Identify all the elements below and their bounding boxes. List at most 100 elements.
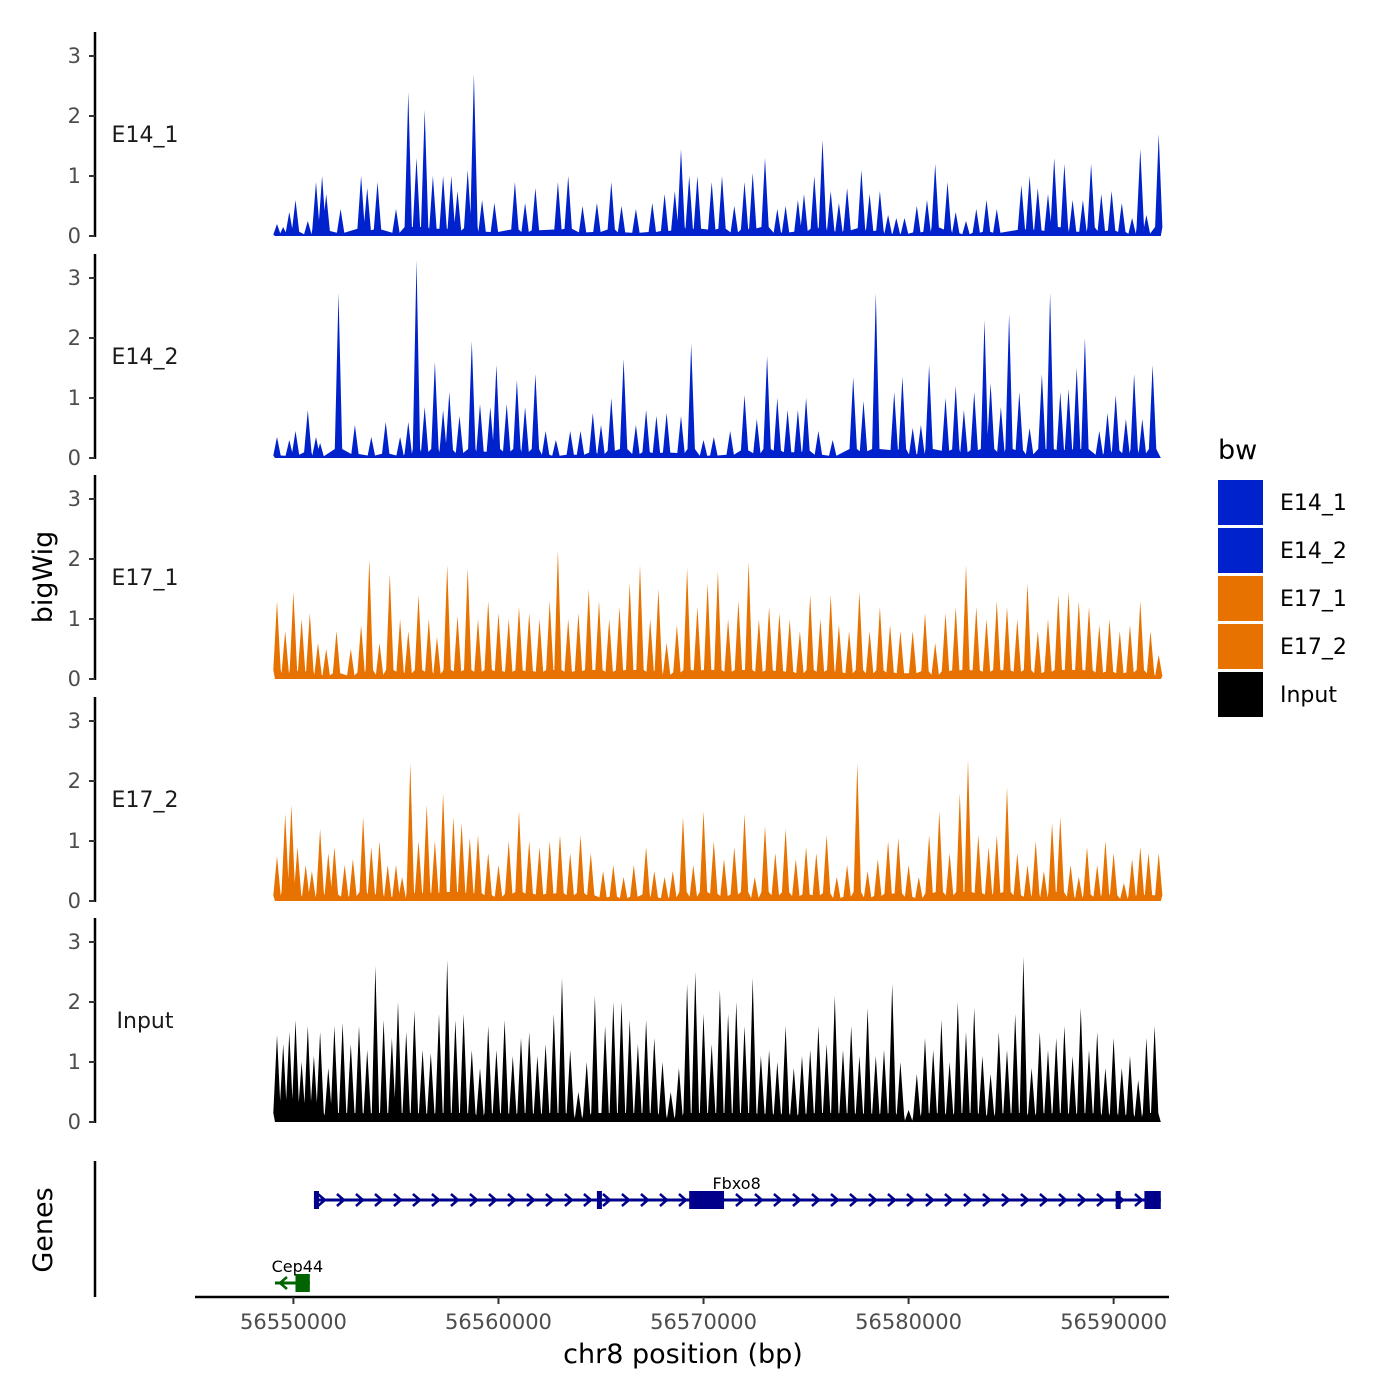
strand-arrow [317, 1193, 327, 1207]
coverage-tracks: 0 1 2 3 E14_1 0 1 2 3 E14_2 0 1 2 3 E17_1 0 1 2 3 E17_2 0 1 2 3… [68, 32, 1163, 1134]
gene-cep44: Cep44 [272, 1257, 324, 1292]
coverage-area-input [273, 957, 1161, 1122]
legend-item: E17_2 [1218, 624, 1347, 669]
x-tick-label: 56560000 [445, 1310, 552, 1334]
strand-arrow [1096, 1193, 1106, 1207]
strand-arrow [1001, 1193, 1011, 1207]
track-e14-2: 0 1 2 3 E14_2 [68, 254, 1161, 470]
legend-label: E14_2 [1280, 539, 1347, 564]
strand-arrow [602, 1193, 612, 1207]
strand-arrow [678, 1193, 688, 1207]
legend: bw E14_1 E14_2 E17_1 E17_2 Input [1218, 435, 1347, 717]
strand-arrow [1077, 1193, 1087, 1207]
track-e14-1: 0 1 2 3 E14_1 [68, 32, 1163, 248]
track-input: 0 1 2 3 Input [68, 918, 1161, 1134]
legend-swatch [1218, 480, 1263, 525]
track-e17-2: 0 1 2 3 E17_2 [68, 697, 1163, 913]
y-tick-label: 0 [68, 1110, 81, 1134]
y-tick-label: 3 [68, 44, 81, 68]
coverage-area-e14-2 [273, 260, 1161, 458]
y-tick-label: 1 [68, 386, 81, 410]
coverage-area-e14-1 [273, 74, 1163, 236]
exon [1115, 1191, 1121, 1209]
legend-item: Input [1218, 672, 1337, 717]
strand-arrow [982, 1193, 992, 1207]
strand-arrow [792, 1193, 802, 1207]
gene-label: Fbxo8 [712, 1174, 760, 1193]
track-label: Input [117, 1009, 174, 1034]
strand-arrow [773, 1193, 783, 1207]
legend-item: E14_2 [1218, 528, 1347, 573]
y-tick-label: 3 [68, 709, 81, 733]
coverage-area-e17-1 [273, 550, 1163, 679]
exon [689, 1191, 725, 1209]
legend-item: E14_1 [1218, 480, 1347, 525]
y-tick-label: 1 [68, 164, 81, 188]
y-tick-label: 1 [68, 829, 81, 853]
exon [295, 1274, 310, 1292]
strand-arrow [868, 1193, 878, 1207]
strand-arrow [925, 1193, 935, 1207]
y-tick-label: 2 [68, 547, 81, 571]
strand-arrow [754, 1193, 764, 1207]
y-tick-label: 0 [68, 889, 81, 913]
legend-swatch [1218, 528, 1263, 573]
genes-track: Fbxo8 Cep44 [93, 1161, 1161, 1297]
strand-arrow [564, 1193, 574, 1207]
y-tick-label: 0 [68, 224, 81, 248]
track-label: E17_1 [112, 566, 179, 591]
strand-arrow [944, 1193, 954, 1207]
strand-arrow [469, 1193, 479, 1207]
strand-arrow [583, 1193, 593, 1207]
strand-arrow [1020, 1193, 1030, 1207]
y-tick-label: 2 [68, 769, 81, 793]
x-axis-title: chr8 position (bp) [563, 1339, 803, 1370]
legend-swatch [1218, 576, 1263, 621]
strand-arrow [659, 1193, 669, 1207]
y-axis-title: bigWig [28, 531, 59, 624]
strand-arrow [849, 1193, 859, 1207]
x-tick-label: 56550000 [240, 1310, 347, 1334]
y-tick-label: 2 [68, 990, 81, 1014]
gene-fbxo8: Fbxo8 [313, 1174, 1161, 1209]
y-tick-label: 3 [68, 266, 81, 290]
strand-arrow [811, 1193, 821, 1207]
x-tick-label: 56590000 [1060, 1310, 1167, 1334]
legend-swatch [1218, 672, 1263, 717]
strand-arrow [431, 1193, 441, 1207]
exon [596, 1191, 602, 1209]
strand-arrow [545, 1193, 555, 1207]
strand-arrow [278, 1276, 288, 1290]
strand-arrow [412, 1193, 422, 1207]
strand-arrow [735, 1193, 745, 1207]
strand-arrow [887, 1193, 897, 1207]
strand-arrow [830, 1193, 840, 1207]
y-tick-label: 2 [68, 326, 81, 350]
track-e17-1: 0 1 2 3 E17_1 [68, 475, 1163, 691]
legend-label: E17_2 [1280, 635, 1347, 660]
legend-label: E17_1 [1280, 587, 1347, 612]
strand-arrow [1039, 1193, 1049, 1207]
strand-arrow [640, 1193, 650, 1207]
track-label: E17_2 [112, 788, 179, 813]
legend-title: bw [1218, 435, 1257, 466]
gene-label: Cep44 [272, 1257, 324, 1276]
legend-swatch [1218, 624, 1263, 669]
x-axis: 56550000 56560000 56570000 56580000 56590000 [195, 1295, 1169, 1334]
x-tick-label: 56580000 [855, 1310, 962, 1334]
strand-arrow [526, 1193, 536, 1207]
strand-arrow [488, 1193, 498, 1207]
y-tick-label: 2 [68, 104, 81, 128]
strand-arrow [393, 1193, 403, 1207]
y-tick-label: 3 [68, 487, 81, 511]
strand-arrow [355, 1193, 365, 1207]
genes-track-title: Genes [28, 1187, 59, 1272]
strand-arrow [450, 1193, 460, 1207]
legend-label: E14_1 [1280, 491, 1347, 516]
y-tick-label: 3 [68, 930, 81, 954]
strand-arrow [374, 1193, 384, 1207]
y-tick-label: 0 [68, 667, 81, 691]
strand-arrow [1134, 1193, 1144, 1207]
strand-arrow [621, 1193, 631, 1207]
track-label: E14_1 [112, 123, 179, 148]
